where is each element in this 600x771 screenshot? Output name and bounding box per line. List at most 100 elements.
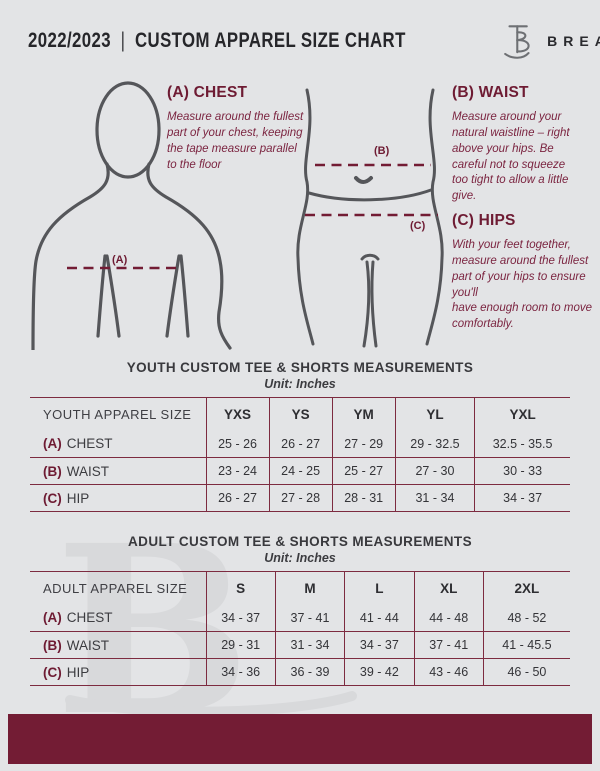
row-name: WAIST (66, 637, 109, 653)
youth-unit-label: Unit: Inches (264, 377, 336, 391)
row-prefix: (B) (43, 463, 62, 479)
breakaway-logo-icon (504, 25, 530, 59)
brand-name: BREAKAWAY (547, 33, 600, 49)
table-cell: 27 - 28 (268, 484, 333, 512)
row-label: (A) CHEST (30, 431, 206, 458)
header-title-text: CUSTOM APPAREL SIZE CHART (135, 29, 406, 52)
table-cell: 28 - 31 (331, 484, 396, 512)
table-cell: 27 - 30 (394, 457, 475, 485)
row-label: (B) WAIST (30, 458, 206, 485)
youth-section-title: YOUTH CUSTOM TEE & SHORTS MEASUREMENTS (126, 360, 474, 375)
hips-heading: (C) HIPS (452, 212, 516, 229)
adult-section-title: ADULT CUSTOM TEE & SHORTS MEASUREMENTS (128, 534, 472, 549)
hips-description: With your feet together, measure around … (452, 239, 593, 331)
row-name: CHEST (66, 436, 113, 452)
waist-line-label: (B) (374, 145, 390, 157)
chest-heading: (A) CHEST (167, 84, 248, 101)
row-prefix: (B) (43, 637, 62, 653)
waist-info: (B) WAIST Measure around your natural wa… (452, 84, 584, 205)
row-prefix: (A) (43, 610, 62, 626)
column-header: ADULT APPAREL SIZE (43, 580, 188, 596)
table-cell: 24 - 25 (268, 457, 333, 485)
table-cell: 34 - 36 (205, 658, 276, 686)
table-cell: 44 - 48 (413, 604, 484, 632)
waist-heading: (B) WAIST (452, 84, 529, 101)
table-cell: 41 - 44 (344, 604, 415, 632)
column-header: YM (331, 397, 396, 431)
table-cell: 37 - 41 (413, 631, 484, 659)
footer-bar (8, 714, 592, 764)
row-name: HIP (66, 664, 90, 680)
adult-section: ADULT CUSTOM TEE & SHORTS MEASUREMENTS U… (0, 534, 600, 686)
chest-description: Measure around the fullest part of your … (167, 111, 304, 171)
table-cell: 26 - 27 (205, 484, 270, 512)
page-title: 2022/2023 | CUSTOM APPAREL SIZE CHART (28, 29, 406, 53)
table-cell: 29 - 32.5 (394, 430, 475, 458)
table-row: (C) HIP 26 - 27 27 - 28 28 - 31 31 - 34 3… (30, 484, 570, 512)
column-header: 2XL (482, 571, 570, 605)
row-name: CHEST (66, 610, 113, 626)
torso-figure (31, 81, 232, 350)
table-cell: 30 - 33 (474, 457, 570, 485)
table-cell: 48 - 52 (482, 604, 570, 632)
column-header: M (274, 571, 345, 605)
table-row: (C) HIP 34 - 36 36 - 39 39 - 42 43 - 46 4… (30, 658, 570, 686)
table-cell: 23 - 24 (205, 457, 270, 485)
table-cell: 39 - 42 (344, 658, 415, 686)
table-row: (A) CHEST 34 - 37 37 - 41 41 - 44 44 - 48… (30, 604, 570, 632)
hips-info: (C) HIPS With your feet together, measur… (452, 212, 594, 333)
table-cell: 31 - 34 (394, 484, 475, 512)
table-cell: 36 - 39 (274, 658, 345, 686)
brand: BREAKAWAY (500, 21, 600, 61)
youth-section: YOUTH CUSTOM TEE & SHORTS MEASUREMENTS U… (0, 360, 600, 512)
table-cell: 31 - 34 (274, 631, 345, 659)
row-prefix: (C) (43, 490, 62, 506)
table-row: (A) CHEST 25 - 26 26 - 27 27 - 29 29 - 32… (30, 430, 570, 458)
column-header: YXS (205, 397, 270, 431)
waist-hips-figure (296, 88, 444, 348)
column-header: YXL (474, 397, 570, 431)
chest-info: (A) CHEST Measure around the fullest par… (167, 84, 307, 173)
header: 2022/2023 | CUSTOM APPAREL SIZE CHART BR… (0, 0, 600, 62)
adult-size-table: ADULT APPAREL SIZE S M L XL 2XL (A) CHEST… (30, 571, 570, 686)
header-divider: | (120, 29, 126, 52)
table-cell: 25 - 26 (205, 430, 270, 458)
table-header-row: ADULT APPAREL SIZE S M L XL 2XL (30, 571, 570, 605)
adult-unit-label: Unit: Inches (264, 551, 336, 565)
youth-size-table: YOUTH APPAREL SIZE YXS YS YM YL YXL (A) C… (30, 397, 570, 512)
column-header: L (344, 571, 415, 605)
table-cell: 32.5 - 35.5 (474, 430, 570, 458)
table-row: (B) WAIST 23 - 24 24 - 25 25 - 27 27 - 30… (30, 457, 570, 485)
table-cell: 25 - 27 (331, 457, 396, 485)
table-cell: 43 - 46 (413, 658, 484, 686)
hips-line-label: (C) (410, 220, 426, 232)
row-label: (C) HIP (30, 659, 206, 686)
waist-description: Measure around your natural waistline – … (452, 111, 570, 203)
table-cell: 34 - 37 (344, 631, 415, 659)
row-label: (C) HIP (30, 485, 206, 512)
table-cell: 46 - 50 (482, 658, 570, 686)
column-header: XL (413, 571, 484, 605)
column-header: S (205, 571, 276, 605)
table-cell: 41 - 45.5 (482, 631, 570, 659)
column-header: YL (394, 397, 475, 431)
measurement-diagram: (A) (B) (C) (A) CHEST Measure around the… (0, 62, 600, 350)
column-header: YS (268, 397, 333, 431)
row-prefix: (A) (43, 436, 62, 452)
table-cell: 37 - 41 (274, 604, 345, 632)
row-label: (A) CHEST (30, 605, 206, 632)
row-name: HIP (66, 490, 90, 506)
table-header-row: YOUTH APPAREL SIZE YXS YS YM YL YXL (30, 397, 570, 431)
chest-line-label: (A) (112, 254, 128, 266)
header-year: 2022/2023 (28, 29, 112, 52)
table-cell: 29 - 31 (205, 631, 276, 659)
table-cell: 34 - 37 (205, 604, 276, 632)
row-name: WAIST (66, 463, 109, 479)
row-prefix: (C) (43, 664, 62, 680)
table-row: (B) WAIST 29 - 31 31 - 34 34 - 37 37 - 41… (30, 631, 570, 659)
table-cell: 26 - 27 (268, 430, 333, 458)
row-label: (B) WAIST (30, 632, 206, 659)
table-cell: 34 - 37 (474, 484, 570, 512)
table-cell: 27 - 29 (331, 430, 396, 458)
